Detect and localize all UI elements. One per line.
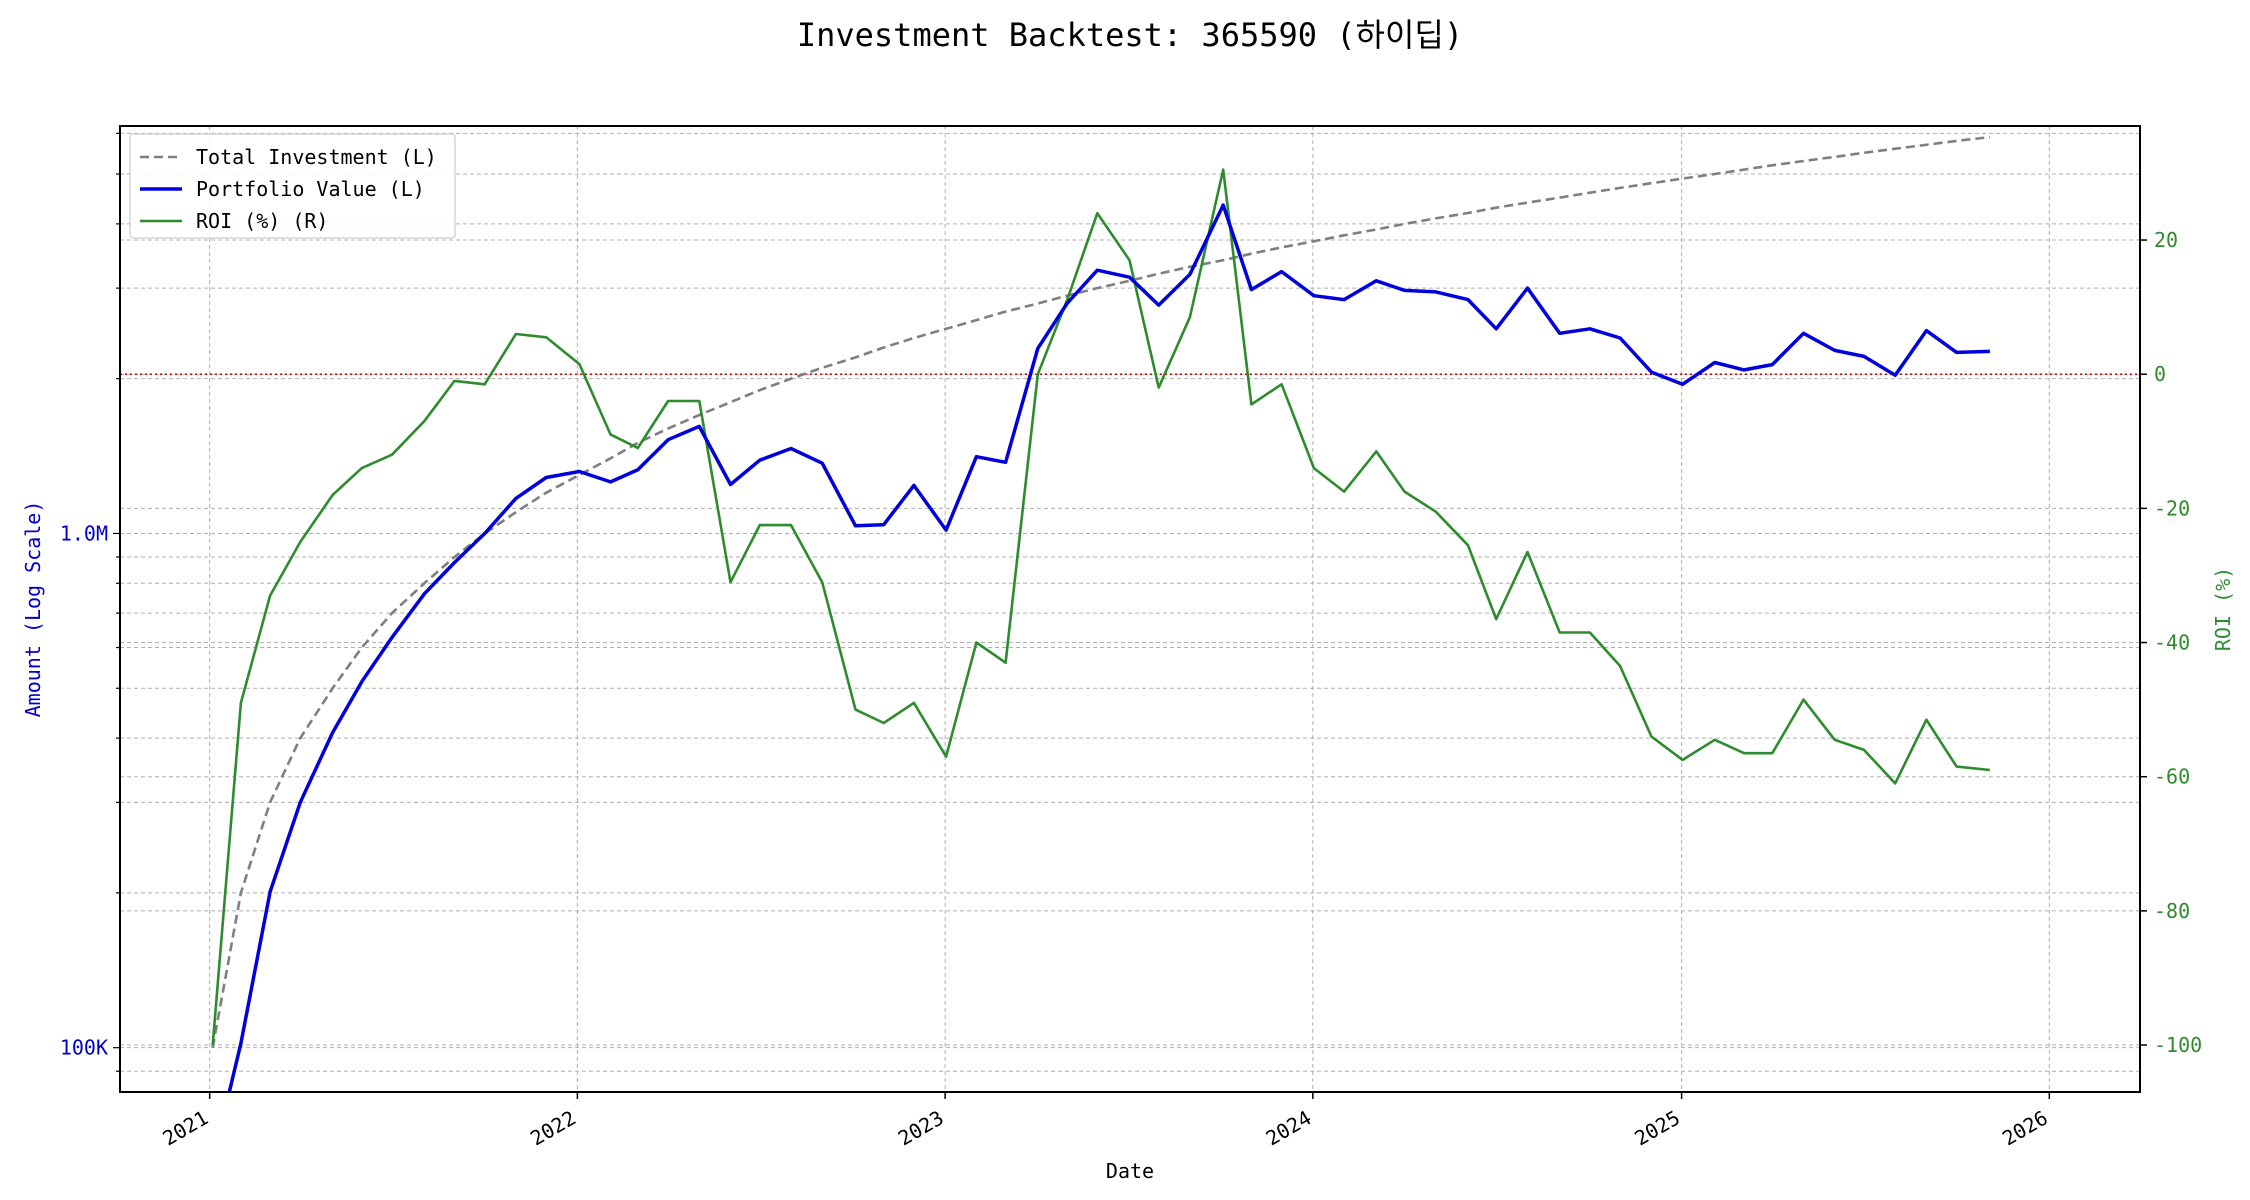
legend: Total Investment (L) Portfolio Value (L) R…: [129, 133, 456, 239]
plot-frame: [119, 125, 2141, 1093]
y-left-tick-label: 100K: [60, 1036, 108, 1060]
series-layer: [211, 135, 1991, 1092]
y-right-tick-label: -100: [2154, 1033, 2202, 1057]
legend-label-1: Portfolio Value (L): [196, 177, 425, 201]
legend-label-0: Total Investment (L): [196, 145, 437, 169]
y-left-tick-label: 1.0M: [60, 521, 108, 545]
x-tick-label: 2021: [158, 1106, 212, 1151]
y-right-tick-label: -20: [2154, 496, 2190, 520]
chart-title: Investment Backtest: 365590 (하이딥): [797, 16, 1463, 54]
x-tick-label: 2025: [1630, 1106, 1684, 1151]
x-tick-label: 2022: [526, 1106, 580, 1151]
y-right-tick-label: 20: [2154, 228, 2178, 252]
x-axis-label: Date: [1106, 1159, 1154, 1183]
y-right-tick-label: -80: [2154, 899, 2190, 923]
axes: 2021 2022 2023 2024 2025 2026 100K 1.0M -100 -80 -…: [60, 132, 2202, 1151]
legend-label-2: ROI (%) (R): [196, 209, 328, 233]
x-tick-label: 2024: [1262, 1106, 1316, 1151]
y-right-tick-label: 0: [2154, 362, 2166, 386]
legend-box: [129, 133, 456, 239]
series-line-1: [227, 203, 1990, 1092]
y-right-tick-label: -40: [2154, 631, 2190, 655]
x-tick-label: 2026: [1998, 1106, 2052, 1151]
series-line-0: [211, 135, 1991, 1048]
grid: [120, 126, 2140, 1092]
y-left-axis-label: Amount (Log Scale): [21, 501, 45, 718]
y-right-tick-label: -60: [2154, 765, 2190, 789]
y-right-axis-label: ROI (%): [2211, 567, 2235, 651]
series-line-2: [211, 168, 1991, 1046]
x-tick-label: 2023: [894, 1106, 948, 1151]
